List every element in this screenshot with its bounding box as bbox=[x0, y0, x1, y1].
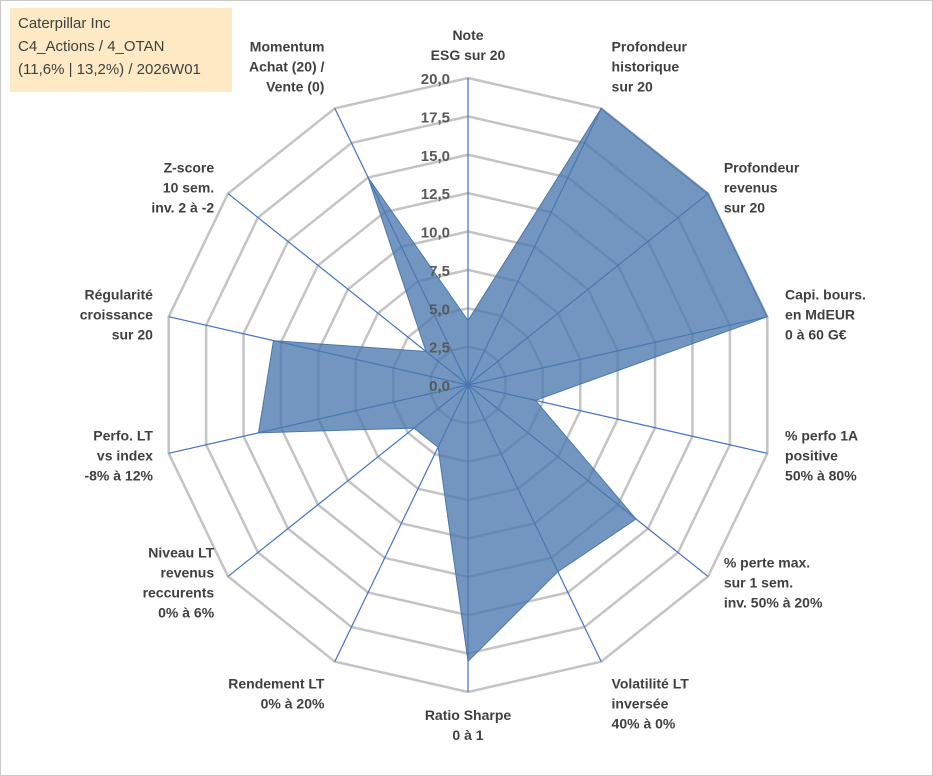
tick-label: 5,0 bbox=[429, 301, 450, 318]
axis-label: Capi. bours. en MdEUR 0 à 60 G€ bbox=[785, 286, 866, 342]
axis-label: Volatilité LT inversée 40% à 0% bbox=[612, 676, 690, 732]
title-portfolio: C4_Actions / 4_OTAN bbox=[18, 38, 165, 55]
axis-label: Régularité croissance sur 20 bbox=[80, 286, 153, 342]
axis-label: Profondeur revenus sur 20 bbox=[724, 159, 800, 215]
chart-title-box: Caterpillar Inc C4_Actions / 4_OTAN (11,… bbox=[10, 8, 232, 92]
tick-label: 7,5 bbox=[429, 263, 450, 280]
axis-label: Momentum Achat (20) / Vente (0) bbox=[249, 38, 325, 94]
axis-label: Ratio Sharpe 0 à 1 bbox=[425, 707, 512, 743]
radial-tick-labels: 0,0 2,5 5,0 7,5 10,0 12,5 15,0 17,5 20,0 bbox=[421, 71, 450, 395]
tick-label: 2,5 bbox=[429, 340, 450, 357]
title-period: (11,6% | 13,2%) / 2026W01 bbox=[18, 61, 201, 78]
tick-label: 20,0 bbox=[421, 71, 450, 88]
axis-label: % perfo 1A positive 50% à 80% bbox=[785, 428, 858, 484]
series-area bbox=[257, 107, 768, 663]
axis-labels: Note ESG sur 20 Profondeur historique sur 20… bbox=[80, 27, 866, 743]
axis-label: Perfo. LT vs index -8% à 12% bbox=[84, 428, 153, 484]
tick-label: 10,0 bbox=[421, 225, 450, 242]
tick-label: 12,5 bbox=[421, 186, 450, 203]
axis-label: Rendement LT 0% à 20% bbox=[228, 676, 325, 712]
tick-label: 15,0 bbox=[421, 148, 450, 165]
axis-label: Niveau LT revenus reccurents 0% à 6% bbox=[143, 545, 215, 621]
radar-series bbox=[257, 107, 768, 663]
axis-label: % perte max. sur 1 sem. inv. 50% à 20% bbox=[724, 555, 823, 611]
axis-label: Note ESG sur 20 bbox=[431, 27, 506, 63]
tick-label: 17,5 bbox=[421, 109, 450, 126]
title-company: Caterpillar Inc bbox=[18, 15, 111, 32]
axis-label: Z-score 10 sem. inv. 2 à -2 bbox=[151, 159, 214, 215]
tick-label: 0,0 bbox=[429, 378, 450, 395]
axis-label: Profondeur historique sur 20 bbox=[612, 38, 688, 94]
